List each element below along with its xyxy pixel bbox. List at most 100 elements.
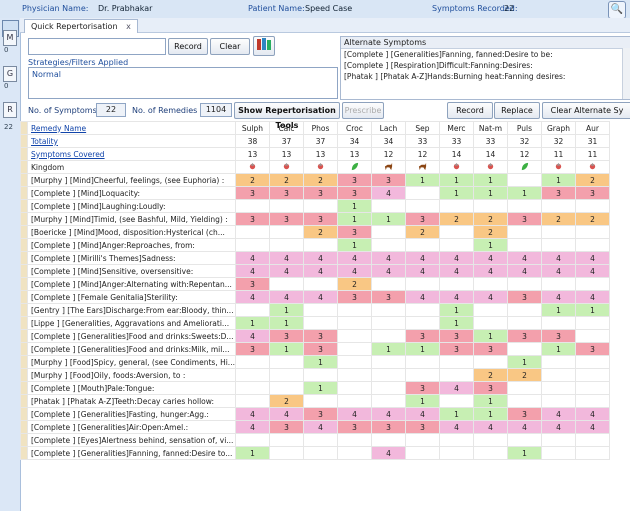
- grade-cell[interactable]: [438, 277, 474, 291]
- grade-cell[interactable]: 4: [574, 290, 610, 304]
- close-icon[interactable]: x: [126, 22, 131, 31]
- grade-cell[interactable]: [302, 394, 338, 408]
- rubric-row[interactable]: [Complete ] [Generalities]Fasting, hunge…: [20, 407, 610, 421]
- grade-cell[interactable]: 4: [438, 381, 474, 395]
- grade-cell[interactable]: [574, 394, 610, 408]
- rubric-row[interactable]: [Complete ] [Generalities]Food and drink…: [20, 329, 610, 343]
- strip-m-button[interactable]: M: [3, 30, 17, 46]
- grade-cell[interactable]: 1: [472, 394, 508, 408]
- rubric-row[interactable]: [Complete ] [Generalities]Fanning, fanne…: [20, 446, 610, 460]
- grade-cell[interactable]: [302, 316, 338, 330]
- grade-cell[interactable]: [268, 355, 304, 369]
- grade-cell[interactable]: 1: [506, 355, 542, 369]
- grade-cell[interactable]: [574, 199, 610, 213]
- rubric-row[interactable]: [Complete ] [Mind]Sensitive, oversensiti…: [20, 264, 610, 278]
- grade-cell[interactable]: 3: [302, 186, 338, 200]
- alt-record-button[interactable]: Record: [447, 102, 493, 119]
- grade-cell[interactable]: 1: [268, 303, 304, 317]
- grade-cell[interactable]: [336, 381, 372, 395]
- tab-quick-repertorisation[interactable]: Quick Repertorisation x: [24, 19, 138, 33]
- record-button[interactable]: Record: [168, 38, 208, 55]
- remedy-name-row-label[interactable]: Remedy Name: [27, 121, 236, 135]
- grade-cell[interactable]: [506, 225, 542, 239]
- grade-cell[interactable]: 4: [234, 420, 270, 434]
- grade-cell[interactable]: 1: [438, 186, 474, 200]
- grade-cell[interactable]: [540, 355, 576, 369]
- rubric-label[interactable]: [Complete ] [Female Genitalia]Sterility:: [27, 290, 236, 304]
- grade-cell[interactable]: [506, 277, 542, 291]
- grade-cell[interactable]: 3: [506, 407, 542, 421]
- grade-cell[interactable]: [268, 381, 304, 395]
- grade-cell[interactable]: [438, 199, 474, 213]
- grade-cell[interactable]: [506, 238, 542, 252]
- grade-cell[interactable]: 4: [574, 420, 610, 434]
- grade-cell[interactable]: 4: [438, 251, 474, 265]
- grade-cell[interactable]: 2: [506, 368, 542, 382]
- grade-cell[interactable]: 2: [234, 173, 270, 187]
- grade-cell[interactable]: [404, 316, 440, 330]
- grade-cell[interactable]: [302, 446, 338, 460]
- grade-cell[interactable]: 2: [302, 173, 338, 187]
- grade-cell[interactable]: [404, 186, 440, 200]
- grade-cell[interactable]: 4: [404, 264, 440, 278]
- grade-cell[interactable]: [370, 329, 406, 343]
- grade-cell[interactable]: 1: [540, 173, 576, 187]
- grade-cell[interactable]: 1: [302, 381, 338, 395]
- grade-cell[interactable]: [438, 225, 474, 239]
- rubric-label[interactable]: [Murphy ] [Food]Spicy, general, (see Con…: [27, 355, 236, 369]
- rubric-label[interactable]: [Complete ] [Generalities]Fasting, hunge…: [27, 407, 236, 421]
- grade-cell[interactable]: 4: [234, 329, 270, 343]
- grade-cell[interactable]: [540, 277, 576, 291]
- rubric-label[interactable]: [Complete ] [Mouth]Pale:Tongue:: [27, 381, 236, 395]
- grade-cell[interactable]: 4: [506, 251, 542, 265]
- grade-cell[interactable]: [574, 355, 610, 369]
- rubric-row[interactable]: [Complete ] [Generalities]Air:Open:Amel.…: [20, 420, 610, 434]
- grade-cell[interactable]: 3: [336, 225, 372, 239]
- grade-cell[interactable]: 4: [472, 264, 508, 278]
- grade-cell[interactable]: 1: [472, 173, 508, 187]
- rubric-label[interactable]: [Lippe ] [Generalities, Aggravations and…: [27, 316, 236, 330]
- grade-cell[interactable]: [472, 199, 508, 213]
- grade-cell[interactable]: 4: [268, 264, 304, 278]
- rubric-row[interactable]: [Murphy ] [Mind]Timid, (see Bashful, Mil…: [20, 212, 610, 226]
- grade-cell[interactable]: [574, 446, 610, 460]
- grade-cell[interactable]: 1: [404, 394, 440, 408]
- grade-cell[interactable]: 4: [268, 251, 304, 265]
- grade-cell[interactable]: [574, 277, 610, 291]
- grade-cell[interactable]: [506, 199, 542, 213]
- grade-cell[interactable]: 3: [370, 173, 406, 187]
- grade-cell[interactable]: [336, 329, 372, 343]
- rubric-label[interactable]: [Complete ] [Generalities]Food and drink…: [27, 342, 236, 356]
- grade-cell[interactable]: 2: [472, 368, 508, 382]
- grade-cell[interactable]: 3: [540, 329, 576, 343]
- grade-cell[interactable]: 3: [438, 329, 474, 343]
- alternate-symptom-item[interactable]: [Complete ] [Respiration]Difficult:Fanni…: [344, 61, 533, 70]
- rubric-row[interactable]: [Phatak ] [Phatak A-Z]Teeth:Decay caries…: [20, 394, 610, 408]
- grade-cell[interactable]: [574, 225, 610, 239]
- rubric-label[interactable]: [Complete ] [Generalities]Food and drink…: [27, 329, 236, 343]
- grade-cell[interactable]: [234, 433, 270, 447]
- grade-cell[interactable]: 1: [404, 173, 440, 187]
- grade-cell[interactable]: [370, 225, 406, 239]
- grade-cell[interactable]: 3: [302, 329, 338, 343]
- grade-cell[interactable]: 4: [574, 407, 610, 421]
- grade-cell[interactable]: 4: [540, 290, 576, 304]
- rubric-row[interactable]: [Boericke ] [Mind]Mood, disposition:Hyst…: [20, 225, 610, 239]
- grade-cell[interactable]: 2: [336, 277, 372, 291]
- grade-cell[interactable]: 4: [438, 264, 474, 278]
- rubric-row[interactable]: [Complete ] [Mind]Loquacity: 3 3 3 3 4 1 1 1 3 3: [20, 186, 610, 200]
- grade-cell[interactable]: 4: [438, 290, 474, 304]
- grade-cell[interactable]: [574, 238, 610, 252]
- grade-cell[interactable]: [540, 394, 576, 408]
- grade-cell[interactable]: [302, 433, 338, 447]
- grade-cell[interactable]: [506, 394, 542, 408]
- grade-cell[interactable]: 4: [302, 420, 338, 434]
- grade-cell[interactable]: [234, 238, 270, 252]
- grade-cell[interactable]: [438, 368, 474, 382]
- rubric-row[interactable]: [Complete ] [Generalities]Food and drink…: [20, 342, 610, 356]
- grade-cell[interactable]: [472, 277, 508, 291]
- grade-cell[interactable]: [506, 316, 542, 330]
- grade-cell[interactable]: 4: [540, 420, 576, 434]
- grade-cell[interactable]: [268, 225, 304, 239]
- grade-cell[interactable]: [540, 446, 576, 460]
